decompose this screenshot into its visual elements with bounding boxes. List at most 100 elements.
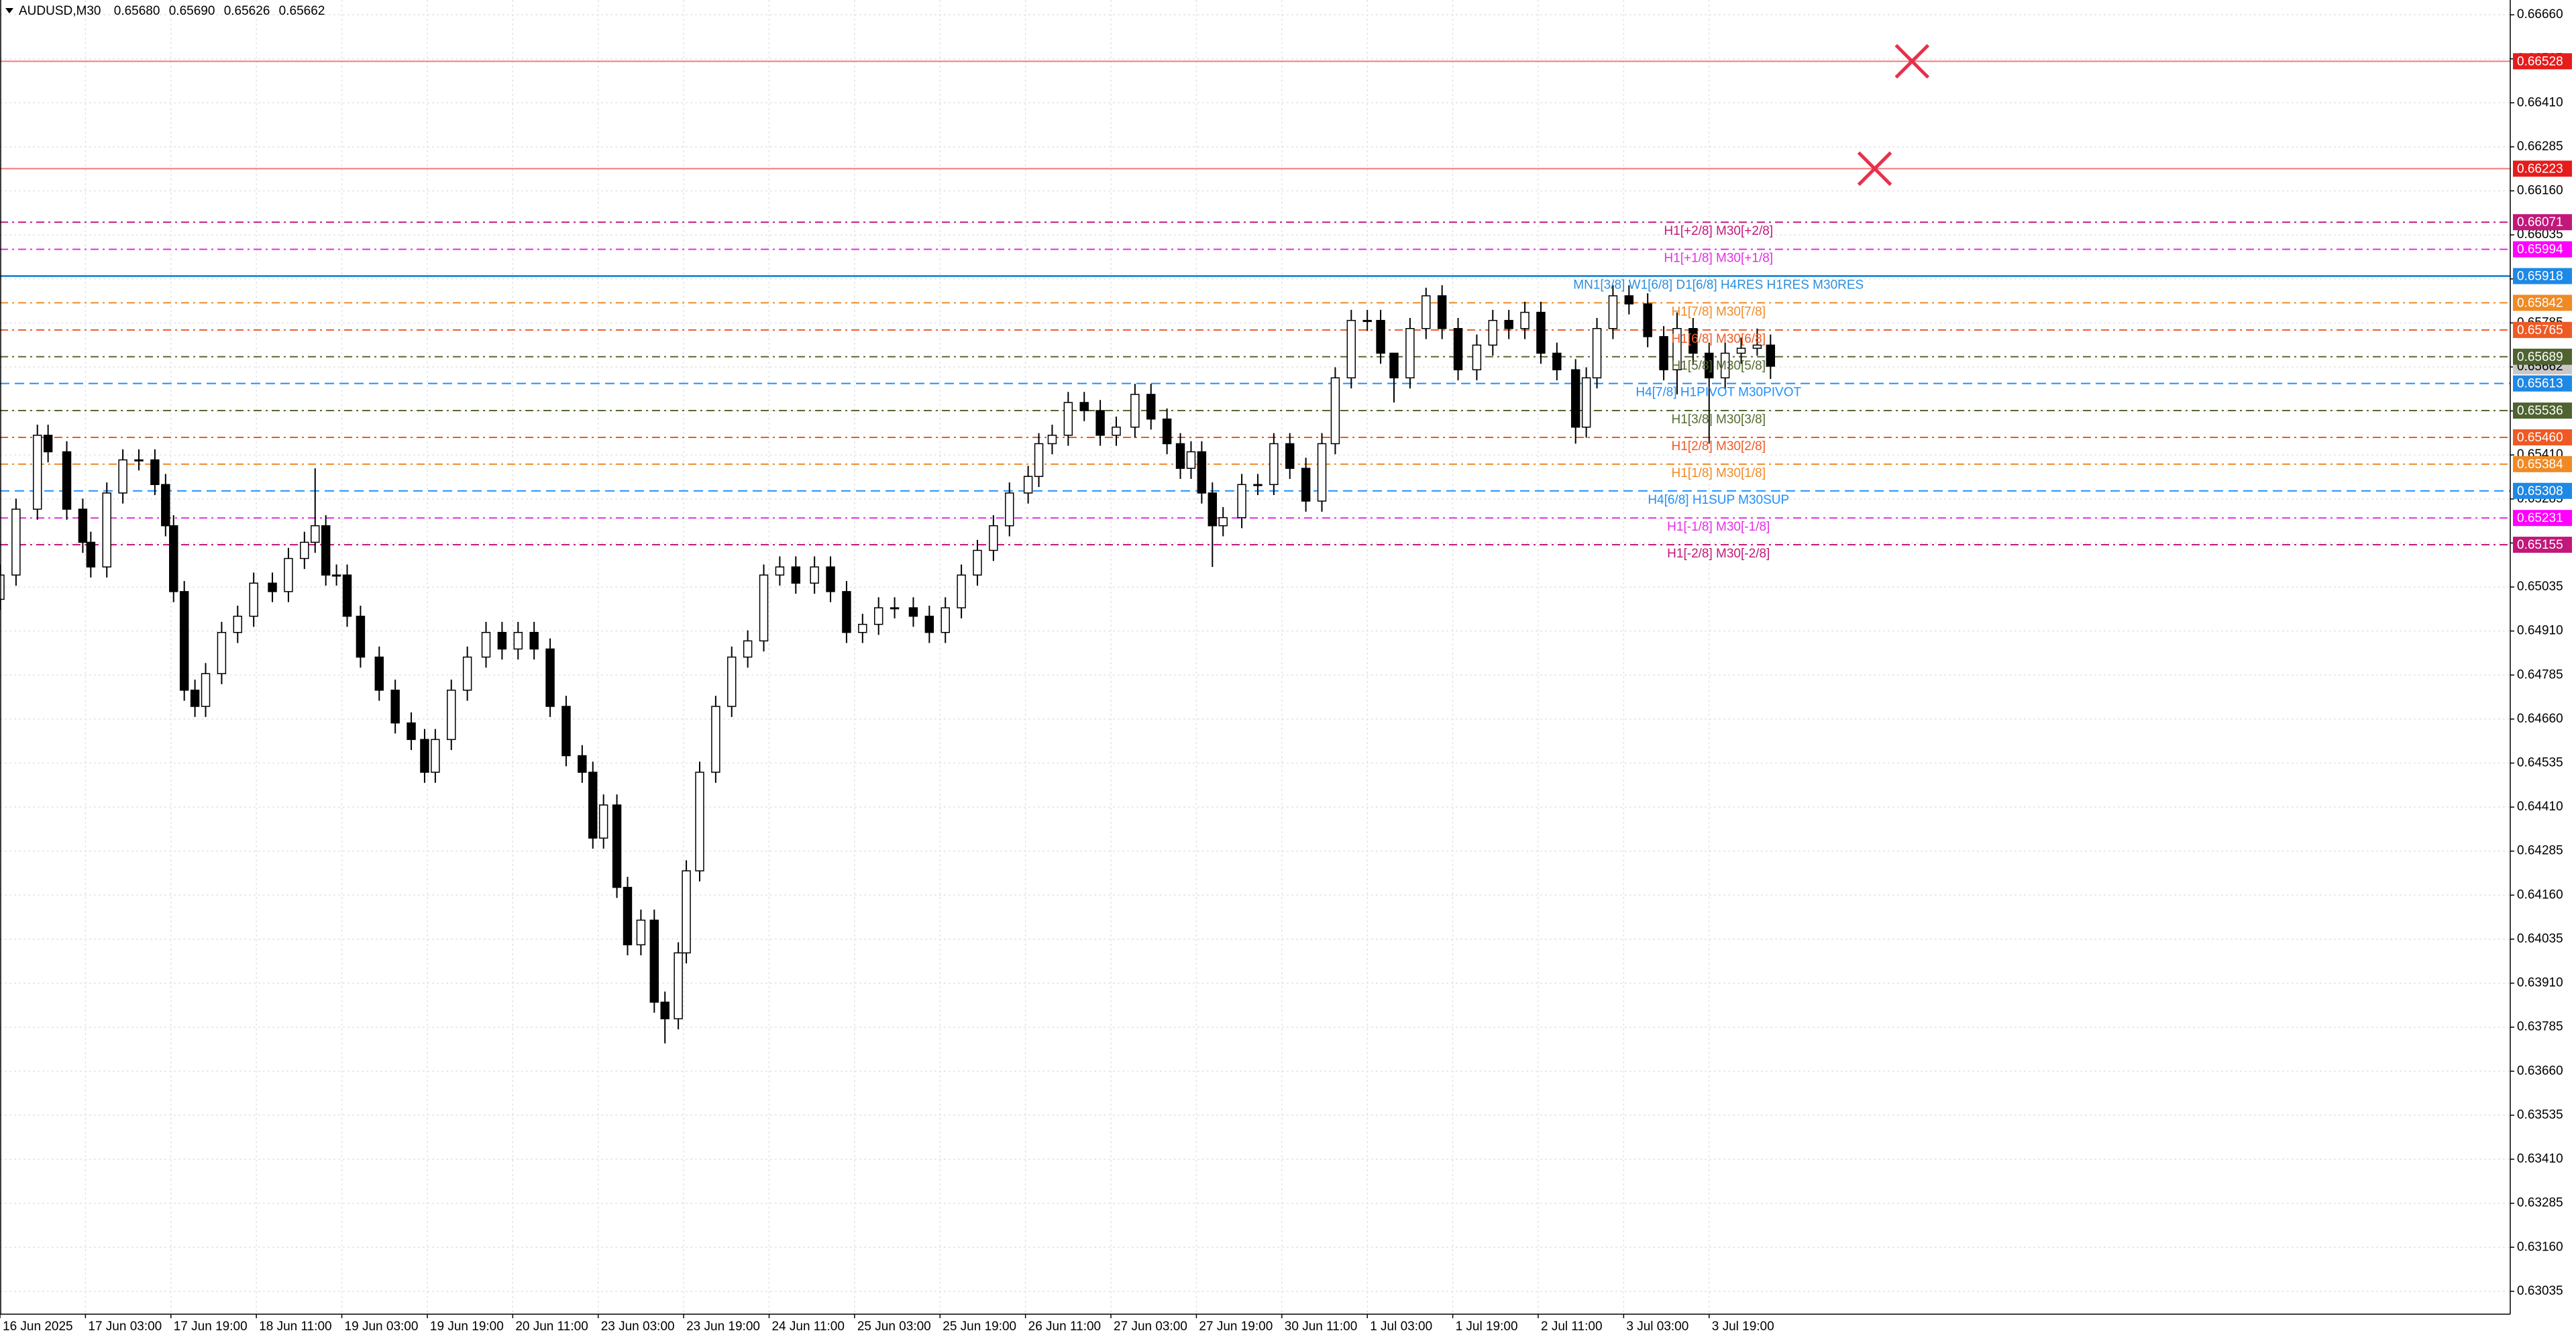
candle-body: [682, 870, 691, 954]
level-price-tag: [2513, 482, 2572, 499]
candle-body: [161, 484, 170, 527]
candle-body: [660, 1002, 669, 1020]
y-tick-label: 0.64035: [2517, 932, 2563, 946]
level-label: H1[5/8] M30[5/8]: [1672, 359, 1766, 373]
candle-body: [11, 508, 21, 576]
y-tick-label: 0.63535: [2517, 1108, 2563, 1122]
x-tick-label: 23 Jun 03:00: [601, 1320, 675, 1334]
level-label: H4[7/8] H1PIVOT M30PIVOT: [1635, 386, 1801, 400]
x-tick-label: 23 Jun 19:00: [686, 1320, 760, 1334]
candle-body: [462, 656, 472, 691]
candle-body: [1047, 435, 1057, 445]
candle-body: [169, 525, 178, 592]
y-tick-label: 0.63285: [2517, 1196, 2563, 1210]
cross-stroke: [1894, 44, 1930, 79]
grid: [0, 0, 2510, 1314]
y-tick-label: 0.63910: [2517, 976, 2563, 990]
candle-body: [1130, 394, 1140, 428]
level-label: H1[+1/8] M30[+1/8]: [1664, 252, 1773, 266]
candle-body: [957, 574, 966, 608]
candle-body: [233, 615, 243, 633]
level-price-tag-label: 0.65994: [2517, 243, 2563, 257]
level-label: MN1[3/8] W1[6/8] D1[6/8] H4RES H1RES M30…: [1573, 278, 1864, 292]
level-label: H1[2/8] M30[2/8]: [1672, 439, 1766, 453]
candle-body: [1389, 352, 1399, 378]
candle-body: [842, 591, 851, 633]
candle-body: [481, 632, 491, 658]
x-tick-label: 26 Jun 11:00: [1028, 1320, 1101, 1334]
candle-body: [1624, 295, 1634, 305]
candle-body: [1034, 443, 1044, 477]
candle-body: [826, 566, 835, 592]
y-tick-label: 0.64535: [2517, 756, 2563, 770]
x-tick-label: 16 Jun 2025: [3, 1320, 73, 1334]
x-tick-label: 19 Jun 03:00: [345, 1320, 419, 1334]
candle-body: [1218, 517, 1228, 527]
candle-body: [1488, 319, 1498, 346]
level-label: H1[7/8] M30[7/8]: [1672, 305, 1766, 319]
x-tick-label: 19 Jun 19:00: [430, 1320, 504, 1334]
x-tick-label: 1 Jul 03:00: [1370, 1320, 1432, 1334]
x-tick-label: 17 Jun 03:00: [88, 1320, 162, 1334]
candle-body: [636, 919, 646, 946]
y-tick-label: 0.63160: [2517, 1240, 2563, 1254]
candle-body: [1362, 319, 1372, 322]
candle-body: [431, 739, 440, 773]
candle-body: [249, 582, 258, 617]
candle-body: [1570, 369, 1580, 428]
candle-body: [1536, 311, 1546, 354]
x-tick-label: 30 Jun 11:00: [1285, 1320, 1357, 1334]
candle-body: [674, 952, 683, 1020]
cross-marker: [1894, 44, 1930, 79]
candle-body: [578, 755, 587, 773]
candle-body: [989, 525, 998, 551]
candle-body: [1063, 402, 1073, 436]
candle-body: [134, 459, 144, 462]
candle-body: [33, 435, 42, 510]
candle-body: [775, 566, 785, 576]
level-price-tag: [2513, 429, 2572, 445]
candle-body: [390, 690, 400, 724]
level-price-tag-label: 0.65384: [2517, 458, 2563, 472]
level-price-tag: [2513, 348, 2572, 365]
candle-body: [924, 615, 934, 633]
candle-body: [1376, 319, 1385, 354]
level-price-tag-label: 0.65536: [2517, 404, 2563, 418]
candle-body: [201, 673, 211, 707]
candle-body: [118, 459, 127, 494]
candle-body: [78, 508, 88, 543]
level-label: H1[+2/8] M30[+2/8]: [1664, 224, 1773, 238]
y-tick-label: 0.63410: [2517, 1152, 2563, 1166]
candle-body: [43, 435, 53, 453]
level-price-tag-label: 0.65918: [2517, 270, 2563, 284]
x-tick-label: 25 Jun 19:00: [943, 1320, 1016, 1334]
level-price-tag: [2513, 456, 2572, 472]
candle-body: [727, 656, 737, 707]
candle-body: [941, 607, 950, 633]
candle-body: [1705, 352, 1714, 378]
candle-body: [150, 459, 160, 486]
y-tick-label: 0.64285: [2517, 844, 2563, 858]
candle-body: [1146, 394, 1156, 420]
level-price-tag-label: 0.65842: [2517, 296, 2563, 310]
candle-body: [1253, 484, 1263, 486]
candle-body: [791, 566, 801, 584]
header-open: 0.65680: [114, 4, 160, 18]
candle-body: [407, 722, 416, 741]
x-tick-label: 18 Jun 11:00: [259, 1320, 331, 1334]
symbol-dropdown-icon[interactable]: [5, 8, 13, 13]
level-price-tag: [2513, 321, 2572, 338]
candle-body: [1421, 295, 1431, 329]
overlay: H1[+2/8] M30[+2/8] H1[+1/8] M30[+1/8] MN1[…: [1573, 44, 1930, 561]
candle-body: [356, 615, 366, 658]
level-price-tag-label: 0.65460: [2517, 431, 2563, 445]
candle-body: [649, 919, 659, 1003]
y-tick-label: 0.66660: [2517, 7, 2563, 21]
candle-body: [973, 549, 982, 576]
level-label: H1[1/8] M30[1/8]: [1672, 466, 1766, 480]
price-tags: 0.656620.665280.662230.660710.659940.659…: [2513, 53, 2572, 553]
candle-body: [300, 541, 309, 559]
x-tick-label: 17 Jun 19:00: [174, 1320, 248, 1334]
candle-body: [1552, 352, 1562, 370]
